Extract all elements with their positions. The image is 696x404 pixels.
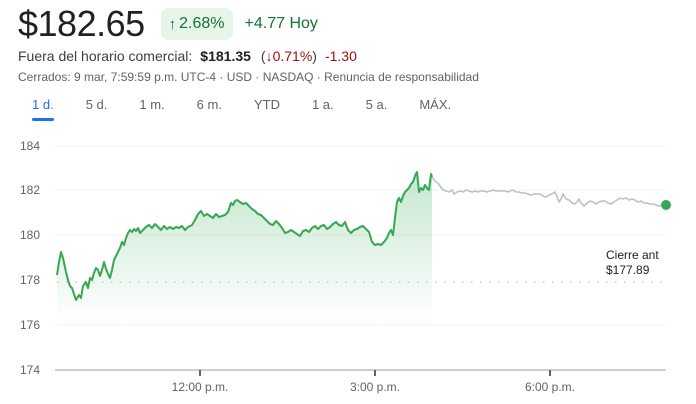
- separator: ·: [252, 70, 263, 84]
- y-tick-182: 182: [20, 183, 41, 197]
- exchange: NASDAQ: [262, 70, 314, 84]
- arrow-up-icon: ↑: [168, 15, 177, 33]
- regular-session-area: [57, 172, 432, 324]
- y-tick-174: 174: [20, 363, 41, 377]
- change-today: +4.77 Hoy: [244, 15, 318, 32]
- previous-close-label: Cierre ant $177.89: [606, 248, 659, 278]
- currency: USD: [226, 70, 253, 84]
- after-hours-percent: (↓0.71%): [261, 48, 317, 64]
- separator: ·: [313, 70, 325, 84]
- change-percent: 2.68%: [179, 15, 225, 32]
- disclaimer-link[interactable]: Renuncia de responsabilidad: [324, 70, 479, 84]
- tab-1m[interactable]: 1 m.: [139, 97, 165, 112]
- after-hours-pct-value: 0.71%: [272, 48, 313, 64]
- tab-max[interactable]: MÁX.: [419, 97, 452, 112]
- tab-6m[interactable]: 6 m.: [196, 97, 222, 112]
- after-hours-row: Fuera del horario comercial: $181.35 (↓0…: [18, 48, 357, 64]
- tab-ytd[interactable]: YTD: [253, 97, 280, 112]
- current-point-marker: [661, 200, 671, 210]
- after-hours-label: Fuera del horario comercial:: [18, 48, 193, 64]
- y-tick-178: 178: [20, 273, 41, 287]
- market-meta: Cerrados: 9 mar, 7:59:59 p.m. UTC-4 · US…: [18, 70, 479, 84]
- paren-close: ): [312, 48, 317, 64]
- price-chart[interactable]: 184 182 180 178 176 174 12:00 p.m. 3:00 …: [0, 130, 696, 404]
- arrow-down-icon: ↓: [265, 48, 273, 64]
- tab-5d[interactable]: 5 d.: [85, 97, 108, 112]
- current-price: $182.65: [18, 3, 145, 44]
- x-tick-12pm: 12:00 p.m.: [171, 380, 229, 394]
- x-axis-ticks: [199, 370, 551, 376]
- after-hours-line: [431, 176, 666, 207]
- y-tick-180: 180: [20, 228, 41, 242]
- tab-1y[interactable]: 1 a.: [311, 97, 334, 112]
- after-hours-change: -1.30: [324, 48, 357, 64]
- y-tick-176: 176: [20, 318, 41, 332]
- closed-timestamp: Cerrados: 9 mar, 7:59:59 p.m. UTC-4: [18, 70, 217, 84]
- previous-close-value: $177.89: [606, 263, 650, 277]
- separator: ·: [216, 70, 227, 84]
- previous-close-title: Cierre ant: [606, 248, 659, 262]
- tab-5y[interactable]: 5 a.: [365, 97, 388, 112]
- x-tick-6pm: 6:00 p.m.: [524, 380, 576, 394]
- regular-session-line: [56, 171, 433, 301]
- range-tabs: 1 d. 5 d. 1 m. 6 m. YTD 1 a. 5 a. MÁX.: [18, 97, 451, 121]
- x-tick-3pm: 3:00 p.m.: [349, 380, 401, 394]
- chart-canvas: [55, 145, 671, 376]
- paren-open: (: [260, 48, 266, 64]
- quote-header: $182.65 ↑ 2.68% +4.77 Hoy: [18, 4, 318, 44]
- after-hours-price: $181.35: [200, 48, 251, 64]
- change-percent-badge: ↑ 2.68%: [160, 8, 233, 40]
- y-tick-184: 184: [20, 139, 41, 153]
- tab-1d[interactable]: 1 d.: [32, 97, 54, 121]
